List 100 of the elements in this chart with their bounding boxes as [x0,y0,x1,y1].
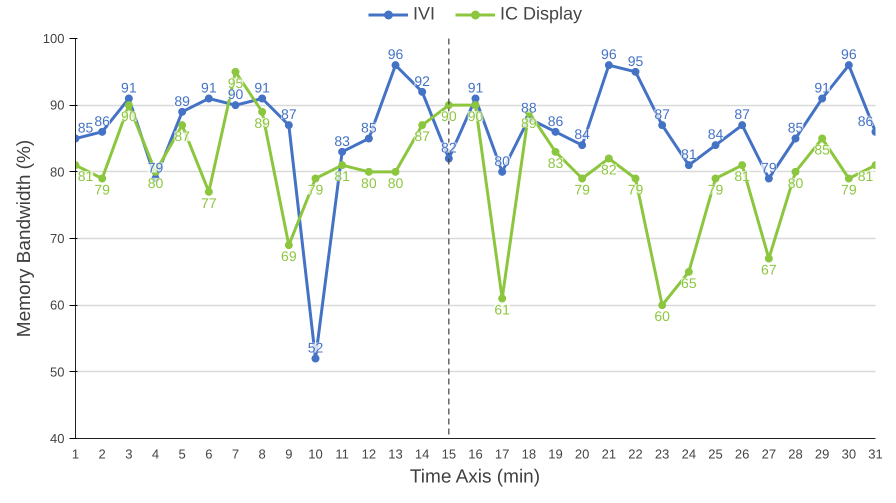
data-label: 80 [388,174,404,191]
x-tick-label: 20 [574,446,590,462]
x-tick-label: 13 [388,446,403,462]
x-tick-label: 11 [335,446,349,462]
x-tick-label: 31 [868,446,883,462]
x-tick-label: 28 [788,446,803,462]
data-label: 90 [441,108,457,124]
data-label: 90 [468,108,484,124]
x-tick-label: 5 [178,446,186,462]
x-tick-label: 24 [682,446,696,462]
data-label: 67 [761,262,777,278]
data-label: 89 [521,114,537,131]
data-label: 85 [814,142,830,158]
data-label: 80 [494,152,510,169]
data-label: 90 [121,108,137,124]
data-label: 95 [628,52,644,69]
data-label: 83 [334,132,350,149]
legend-label: IC Display [500,4,582,24]
y-tick-label: 40 [50,431,65,446]
x-tick-label: 21 [602,446,616,462]
data-label: 79 [94,182,110,198]
x-tick-label: 30 [842,446,856,462]
y-tick-label: 50 [50,364,65,380]
y-tick-label: 100 [42,31,65,46]
data-label: 79 [574,182,590,198]
x-tick-label: 1 [72,446,80,462]
data-label: 81 [858,168,874,184]
x-tick-label: 27 [762,446,776,462]
x-tick-label: 16 [468,446,483,462]
x-tick-label: 3 [125,446,132,462]
data-label: 81 [78,168,94,184]
data-label: 77 [201,194,217,211]
data-label: 79 [708,182,724,198]
x-tick-label: 8 [258,446,266,462]
x-tick-label: 17 [494,446,510,462]
x-tick-label: 25 [708,446,723,462]
x-tick-label: 12 [362,446,376,462]
x-tick-label: 15 [442,446,456,462]
data-label: 82 [601,162,617,178]
data-label: 79 [148,160,164,176]
x-tick-label: 2 [98,446,106,462]
data-label: 87 [414,128,430,144]
data-label: 84 [708,126,724,142]
data-label: 85 [361,120,377,136]
data-label: 85 [788,120,804,136]
data-label: 82 [441,140,457,156]
data-label: 86 [94,112,110,129]
data-label: 81 [334,168,350,184]
data-label: 86 [858,112,874,129]
data-label: 65 [681,274,697,291]
x-tick-label: 23 [654,446,670,462]
data-label: 96 [388,46,404,62]
x-tick-label: 6 [205,446,212,462]
data-label: 87 [174,128,190,144]
data-label: 92 [414,72,430,89]
data-label: 80 [788,174,804,191]
data-label: 61 [494,302,510,318]
data-label: 91 [814,80,830,96]
data-label: 91 [468,80,484,96]
x-tick-label: 19 [548,446,563,462]
data-label: 91 [121,80,137,96]
data-label: 60 [654,308,670,324]
x-tick-label: 29 [814,446,830,462]
data-label: 91 [201,80,217,96]
x-tick-label: 9 [285,446,292,462]
y-tick-label: 70 [50,231,65,246]
data-label: 87 [281,106,297,122]
x-tick-label: 7 [232,446,240,462]
data-label: 79 [308,182,324,198]
y-axis-title: Memory Bandwidth (%) [14,140,35,338]
data-label: 88 [521,100,537,116]
data-label: 87 [734,106,750,122]
x-tick-label: 26 [734,446,750,462]
x-tick-label: 10 [308,446,323,462]
data-label: 89 [254,114,270,131]
x-tick-label: 4 [152,446,160,462]
data-label: 91 [254,80,270,96]
data-label: 81 [681,146,697,162]
y-tick-label: 80 [50,164,65,180]
data-label: 69 [281,248,297,264]
data-label: 80 [361,174,377,191]
y-tick-label: 60 [50,298,65,313]
y-tick-label: 90 [50,98,65,113]
data-label: 81 [734,168,750,184]
data-label: 89 [174,92,190,109]
data-label: 96 [841,46,857,62]
data-label: 79 [841,182,857,198]
data-label: 80 [148,174,164,191]
x-tick-label: 22 [628,446,643,462]
data-label: 79 [761,160,777,176]
data-label: 79 [628,182,644,198]
legend-label: IVI [412,4,435,24]
x-axis-title: Time Axis (min) [410,466,540,488]
data-label: 52 [308,340,324,356]
data-label: 85 [78,120,94,136]
data-label: 83 [548,154,564,171]
x-tick-label: 14 [414,446,430,462]
data-label: 96 [601,46,617,62]
data-label: 84 [574,126,590,142]
data-label: 86 [548,112,564,129]
